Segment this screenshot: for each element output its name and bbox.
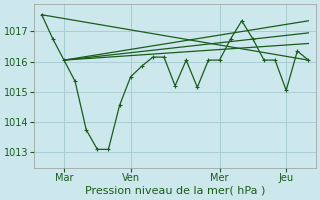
X-axis label: Pression niveau de la mer( hPa ): Pression niveau de la mer( hPa ): [85, 186, 265, 196]
